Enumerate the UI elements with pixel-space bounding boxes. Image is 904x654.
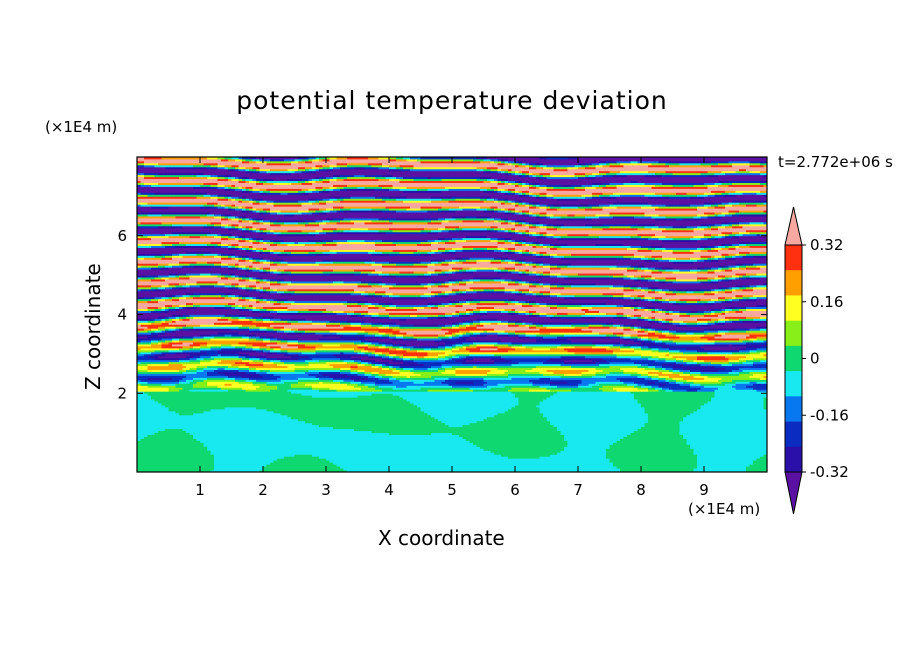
contour-field (137, 157, 767, 472)
